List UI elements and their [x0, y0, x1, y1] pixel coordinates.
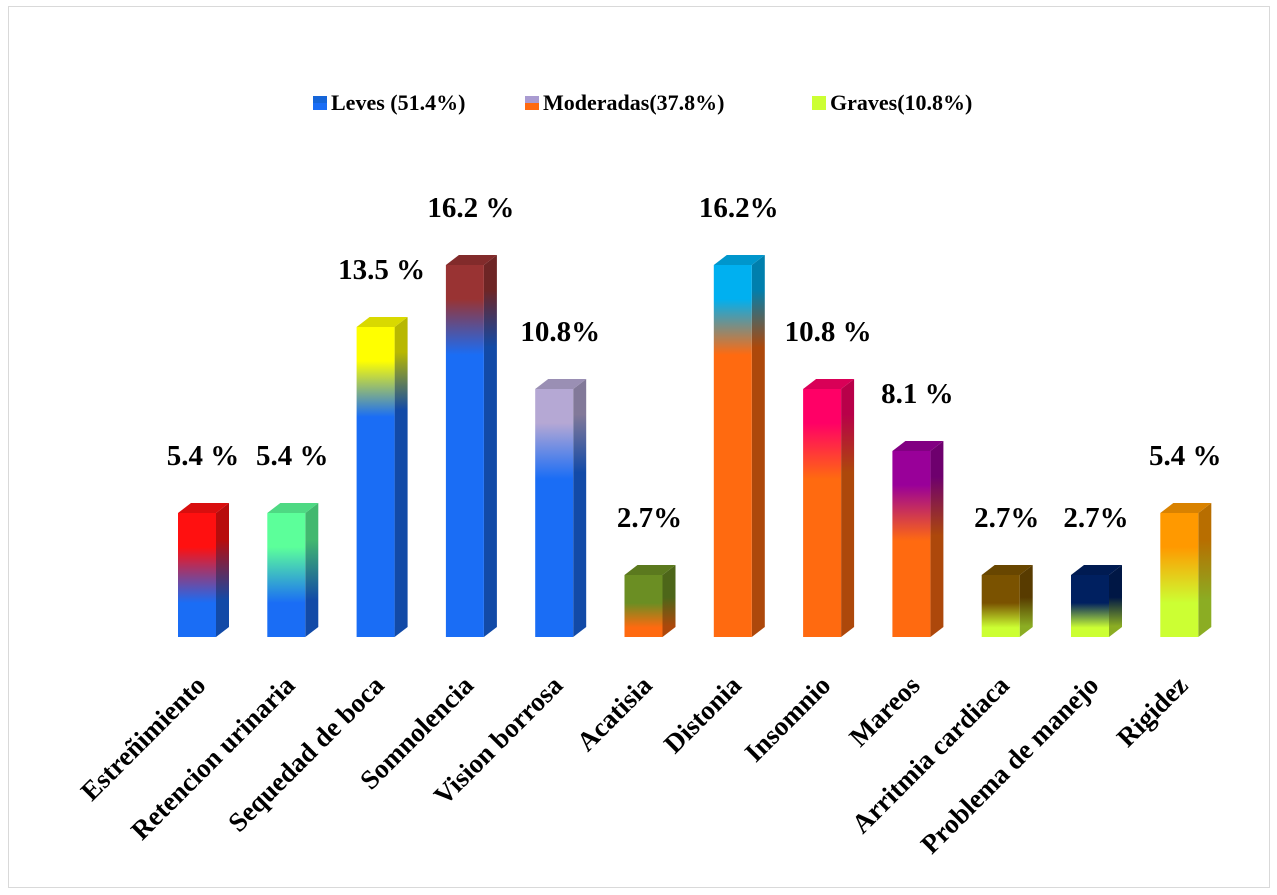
- legend: Leves (51.4%) Moderadas(37.8%) Graves(10.8…: [313, 90, 972, 115]
- bar-side: [841, 379, 855, 637]
- bar-top: [1071, 565, 1122, 575]
- bar-side: [1198, 503, 1212, 637]
- bar-front: [1071, 575, 1109, 637]
- value-label: 5.4 %: [256, 440, 329, 472]
- chart-frame: Leves (51.4%) Moderadas(37.8%) Graves(10.8…: [8, 6, 1270, 888]
- bar-side: [573, 379, 587, 637]
- bar-side: [1019, 565, 1033, 637]
- bar-sequedad-de-boca: [356, 317, 408, 637]
- legend-label: Leves (51.4%): [331, 90, 465, 115]
- category-label: Sequedad de boca: [222, 670, 390, 838]
- bar-front: [267, 513, 306, 637]
- bar-rigidez: [1160, 503, 1212, 637]
- bar-side: [662, 565, 676, 637]
- legend-label: Moderadas(37.8%): [543, 90, 724, 115]
- bars: [178, 255, 1212, 637]
- category-label: Acatisia: [571, 670, 658, 757]
- value-label: 8.1 %: [881, 378, 954, 410]
- category-label: Retencion urinaria: [125, 670, 301, 846]
- bar-front: [981, 575, 1020, 637]
- value-label: 16.2%: [699, 192, 779, 224]
- value-label: 13.5 %: [338, 254, 425, 286]
- bar-top: [445, 255, 497, 265]
- bar-side: [216, 503, 229, 637]
- bar-side: [305, 503, 319, 637]
- bar-front: [1160, 513, 1199, 637]
- bar-chart: Leves (51.4%) Moderadas(37.8%) Graves(10.8…: [75, 90, 1222, 860]
- bar-side: [394, 317, 408, 637]
- bar-front: [445, 265, 484, 637]
- legend-swatch: [313, 96, 327, 110]
- bar-side: [930, 441, 944, 637]
- bar-top: [356, 317, 408, 327]
- value-label: 5.4 %: [167, 440, 240, 472]
- bar-side: [751, 255, 765, 637]
- bar-mareos: [892, 441, 944, 637]
- bar-front: [356, 327, 395, 637]
- bar-top: [803, 379, 855, 389]
- bar-estrenimiento: [178, 503, 229, 637]
- bar-side: [1109, 565, 1122, 637]
- value-label: 2.7%: [617, 502, 682, 534]
- bar-top: [981, 565, 1033, 575]
- bar-side: [483, 255, 497, 637]
- value-label: 2.7%: [1063, 502, 1128, 534]
- bar-top: [624, 565, 676, 575]
- category-label: Distonia: [658, 670, 747, 759]
- legend-item-moderadas-37-8: Moderadas(37.8%): [525, 90, 724, 115]
- category-label: Mareos: [843, 670, 925, 752]
- value-labels: 5.4 % 5.4 % 13.5 %16.2 % 10.8% 2.7% 16.2% 10.8…: [167, 192, 1222, 534]
- bar-insomnio: [803, 379, 855, 637]
- bar-retencion-urinaria: [267, 503, 319, 637]
- bar-top: [713, 255, 765, 265]
- legend-label: Graves(10.8%): [830, 90, 972, 115]
- bar-somnolencia: [445, 255, 497, 637]
- bar-front: [535, 389, 574, 637]
- category-label: Problema de manejo: [915, 670, 1104, 859]
- value-label: 16.2 %: [427, 192, 514, 224]
- legend-item-graves-10-8: Graves(10.8%): [812, 90, 972, 115]
- bar-top: [535, 379, 587, 389]
- bar-front: [803, 389, 842, 637]
- bar-arritmia-cardiaca: [981, 565, 1033, 637]
- bar-front: [713, 265, 752, 637]
- value-label: 10.8%: [520, 316, 600, 348]
- bar-vision-borrosa: [535, 379, 587, 637]
- bar-top: [892, 441, 944, 451]
- value-label: 10.8 %: [785, 316, 872, 348]
- bar-problema-de-manejo: [1071, 565, 1122, 637]
- legend-item-leves-51-4: Leves (51.4%): [313, 90, 465, 115]
- bar-front: [892, 451, 931, 637]
- category-label: Arritmia cardiaca: [846, 670, 1015, 839]
- category-label: Insomnio: [739, 670, 837, 768]
- bar-top: [178, 503, 229, 513]
- bar-top: [1160, 503, 1212, 513]
- bar-acatisia: [624, 565, 676, 637]
- bar-front: [624, 575, 663, 637]
- value-label: 2.7%: [974, 502, 1039, 534]
- bar-front: [178, 513, 216, 637]
- category-label: Rigidez: [1111, 670, 1194, 753]
- value-label: 5.4 %: [1149, 440, 1222, 472]
- bar-distonia: [713, 255, 765, 637]
- legend-swatch: [812, 96, 826, 110]
- legend-swatch: [525, 96, 539, 110]
- bar-top: [267, 503, 319, 513]
